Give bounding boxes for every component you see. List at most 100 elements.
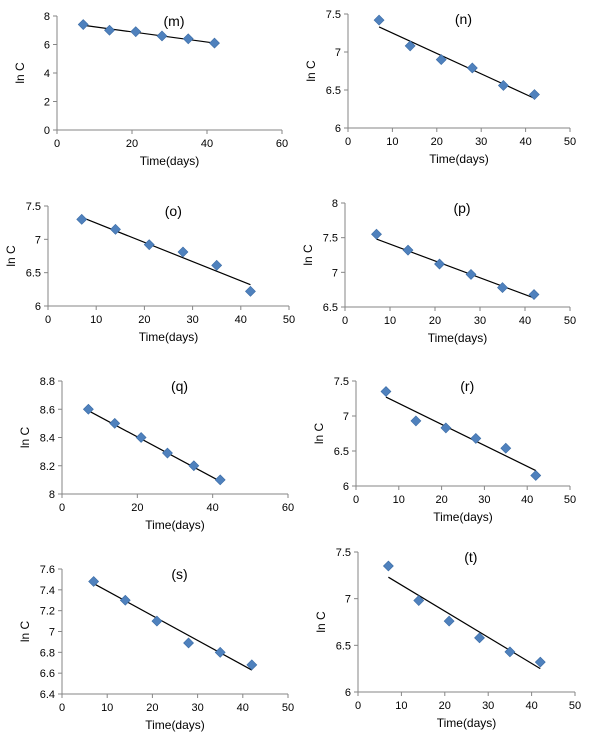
x-tick-label: 10 — [386, 136, 398, 148]
data-point — [151, 615, 163, 627]
data-point — [504, 646, 516, 658]
data-point — [373, 14, 385, 26]
trend-line — [388, 576, 541, 670]
data-point — [465, 268, 477, 280]
trend-line — [81, 216, 251, 286]
data-point — [534, 656, 546, 668]
x-tick-label: 50 — [569, 700, 581, 712]
y-tick-label: 6 — [343, 481, 349, 493]
data-point — [76, 213, 88, 225]
data-point — [529, 89, 540, 100]
x-tick-label: 10 — [101, 702, 113, 714]
y-tick-label: 6 — [44, 40, 50, 52]
y-tick-label: 7.4 — [40, 585, 55, 597]
data-point — [474, 632, 485, 644]
data-point — [104, 24, 115, 36]
x-axis-label: Time(days) — [429, 152, 489, 166]
x-tick-label: 10 — [384, 315, 396, 327]
x-tick-label: 50 — [564, 136, 576, 148]
data-point — [470, 432, 482, 444]
x-tick-label: 20 — [131, 502, 143, 514]
y-tick-label: 7 — [345, 594, 351, 606]
y-tick-label: 8.8 — [40, 376, 55, 388]
data-point — [209, 37, 220, 49]
y-tick-label: 8 — [332, 198, 338, 210]
y-tick-label: 7.5 — [323, 233, 338, 245]
x-axis-label: Time(days) — [145, 518, 205, 532]
x-tick-label: 20 — [439, 700, 451, 712]
data-point — [109, 417, 121, 429]
y-tick-label: 8 — [44, 11, 50, 23]
x-tick-label: 20 — [435, 494, 447, 506]
y-tick-label: 8 — [49, 489, 55, 501]
data-point — [143, 239, 155, 251]
x-axis-label: Time(days) — [433, 510, 493, 524]
x-tick-label: 0 — [353, 494, 359, 506]
x-tick-label: 30 — [186, 314, 198, 326]
x-tick-label: 30 — [474, 315, 486, 327]
data-point — [466, 62, 478, 74]
x-tick-label: 50 — [564, 494, 576, 506]
data-point — [440, 422, 452, 434]
y-tick-label: 7.6 — [40, 564, 55, 576]
data-point — [211, 259, 223, 271]
y-axis-label: ln C — [314, 611, 328, 633]
panel-title: (r) — [460, 378, 474, 394]
y-tick-label: 7.5 — [334, 376, 349, 388]
data-point — [402, 244, 414, 256]
x-axis-label: Time(days) — [140, 154, 200, 168]
x-tick-label: 40 — [235, 314, 247, 326]
trend-line — [378, 26, 535, 99]
x-axis-label: Time(days) — [437, 716, 497, 730]
x-tick-label: 50 — [282, 702, 294, 714]
y-axis-label: ln C — [4, 245, 18, 267]
data-point — [443, 615, 455, 627]
x-tick-label: 40 — [525, 700, 537, 712]
x-tick-label: 10 — [90, 314, 102, 326]
y-axis-label: ln C — [18, 426, 32, 448]
data-point — [110, 223, 121, 235]
data-point — [404, 40, 416, 52]
y-axis-label: ln C — [301, 244, 315, 266]
x-tick-label: 20 — [146, 702, 158, 714]
y-tick-label: 8.4 — [40, 433, 55, 445]
x-tick-label: 0 — [345, 136, 351, 148]
x-tick-label: 60 — [282, 502, 294, 514]
x-axis-label: Time(days) — [428, 331, 488, 345]
trend-line — [376, 238, 535, 299]
y-tick-label: 7 — [35, 234, 41, 246]
data-point — [214, 646, 226, 658]
y-tick-label: 8.6 — [40, 404, 55, 416]
x-tick-label: 0 — [45, 314, 51, 326]
y-tick-label: 4 — [44, 68, 50, 80]
y-tick-label: 8.2 — [40, 461, 55, 473]
panel-title: (t) — [464, 549, 477, 565]
data-point — [500, 442, 512, 454]
x-tick-label: 40 — [237, 702, 249, 714]
y-tick-label: 6.8 — [40, 647, 55, 659]
data-point — [119, 594, 131, 606]
y-tick-label: 6.5 — [323, 302, 338, 314]
y-tick-label: 7 — [49, 627, 55, 639]
data-point — [530, 470, 542, 481]
data-point — [410, 415, 422, 427]
data-point — [497, 80, 509, 91]
data-point — [382, 560, 394, 572]
x-axis-label: Time(days) — [145, 718, 205, 732]
data-point — [135, 432, 147, 443]
x-tick-label: 10 — [393, 494, 405, 506]
data-point — [183, 637, 194, 649]
x-tick-label: 20 — [431, 136, 443, 148]
data-point — [77, 19, 89, 30]
panel-title: (o) — [165, 203, 182, 219]
x-tick-label: 30 — [482, 700, 494, 712]
y-tick-label: 7.5 — [336, 547, 351, 559]
x-tick-label: 10 — [395, 700, 407, 712]
data-point — [162, 447, 173, 459]
data-point — [435, 54, 447, 66]
y-tick-label: 6 — [35, 301, 41, 313]
y-tick-label: 6.5 — [334, 446, 349, 458]
data-point — [245, 285, 256, 297]
y-tick-label: 6 — [335, 123, 341, 135]
